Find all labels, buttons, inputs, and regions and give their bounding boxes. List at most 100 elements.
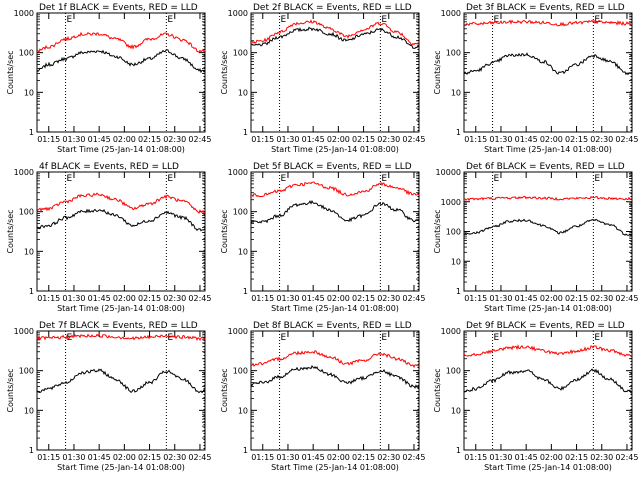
x-tick-label: 02:00 <box>113 135 136 144</box>
y-tick-label: 1000 <box>228 168 248 177</box>
marker-label: E <box>494 15 500 25</box>
marker-label: E <box>381 174 387 184</box>
y-tick-label: 100 <box>233 208 248 217</box>
y-tick-label: 1 <box>243 287 248 296</box>
y-tick-label: 10 <box>24 406 34 415</box>
x-tick-label: 01:45 <box>515 135 538 144</box>
marker-label: E <box>594 174 600 184</box>
y-tick-label: 1000 <box>14 327 34 336</box>
x-tick-label: 02:30 <box>590 135 613 144</box>
series-line-events <box>463 218 633 237</box>
panel-5: Det 5f BLACK = Events, RED = LLD 1 10 100 10… <box>220 162 425 313</box>
x-tick-label: 01:15 <box>464 294 487 303</box>
y-tick-label: 100 <box>446 367 461 376</box>
panel-title: 4f BLACK = Events, RED = LLD <box>39 162 179 172</box>
x-tick-label: 01:15 <box>37 135 60 144</box>
x-tick-label: 01:30 <box>489 453 512 462</box>
y-tick-label: 1 <box>456 446 461 455</box>
x-tick-label: 02:30 <box>377 294 400 303</box>
x-tick-label: 02:45 <box>615 294 638 303</box>
x-tick-label: 01:30 <box>276 294 299 303</box>
x-axis-label: Start Time (25-Jan-14 01:08:00) <box>57 463 185 472</box>
x-tick-label: 02:45 <box>402 135 425 144</box>
x-axis-label: Start Time (25-Jan-14 01:08:00) <box>271 145 399 154</box>
x-tick-label: 02:15 <box>138 453 161 462</box>
marker-label: E <box>281 15 287 25</box>
y-tick-label: 100 <box>233 367 248 376</box>
x-tick-label: 02:15 <box>352 453 375 462</box>
marker-label: E <box>281 333 287 343</box>
plot-frame <box>463 12 633 133</box>
y-tick-label: 10 <box>451 257 461 266</box>
x-tick-label: 02:45 <box>615 453 638 462</box>
series-line-lld <box>36 333 206 342</box>
series-line-events <box>250 199 420 224</box>
x-tick-label: 02:30 <box>377 135 400 144</box>
panel-title: Det 9f BLACK = Events, RED = LLD <box>466 321 625 331</box>
panel-title: Det 8f BLACK = Events, RED = LLD <box>253 321 412 331</box>
marker-label: E <box>67 174 73 184</box>
plot-frame <box>250 12 420 133</box>
y-tick-label: 1 <box>456 128 461 137</box>
series-line-events <box>250 26 420 49</box>
y-tick-label: 1 <box>29 128 34 137</box>
x-tick-label: 01:45 <box>515 453 538 462</box>
y-tick-label: 1000 <box>441 9 461 18</box>
x-tick-label: 02:00 <box>540 294 563 303</box>
marker-label: E <box>167 333 173 343</box>
y-axis-label: Counts/sec <box>6 209 15 253</box>
x-tick-label: 02:00 <box>540 135 563 144</box>
x-tick-label: 01:45 <box>302 294 325 303</box>
y-tick-label: 100 <box>19 208 34 217</box>
x-tick-label: 01:30 <box>62 294 85 303</box>
x-tick-label: 01:30 <box>62 453 85 462</box>
y-tick-label: 10 <box>451 406 461 415</box>
y-tick-label: 100 <box>19 367 34 376</box>
x-tick-label: 02:45 <box>188 135 211 144</box>
plot-frame <box>36 12 206 133</box>
panel-title: Det 1f BLACK = Events, RED = LLD <box>39 3 198 13</box>
y-tick-label: 10 <box>238 88 248 97</box>
y-axis-label: Counts/sec <box>433 50 442 94</box>
series-line-events <box>36 208 206 232</box>
series-line-events <box>464 368 633 394</box>
x-tick-label: 01:15 <box>464 135 487 144</box>
plot-frame <box>463 171 633 292</box>
panel-title: Det 7f BLACK = Events, RED = LLD <box>39 321 198 331</box>
y-axis-label: Counts/sec <box>433 368 442 412</box>
y-tick-label: 10 <box>238 247 248 256</box>
y-axis-label: Counts/sec <box>6 368 15 412</box>
series-line-lld <box>250 19 420 46</box>
panel-title: Det 3f BLACK = Events, RED = LLD <box>466 3 625 13</box>
plot-frame <box>36 171 206 292</box>
series-line-events <box>36 368 206 394</box>
x-tick-label: 02:30 <box>163 294 186 303</box>
series-line-events <box>463 52 633 76</box>
y-tick-label: 10 <box>238 406 248 415</box>
series-line-lld <box>36 31 206 54</box>
x-tick-label: 02:45 <box>188 453 211 462</box>
x-tick-label: 02:15 <box>565 453 588 462</box>
panel-1: Det 1f BLACK = Events, RED = LLD 1 10 100 10… <box>6 3 211 154</box>
y-axis-label: Counts/sec <box>220 209 229 253</box>
x-tick-label: 01:30 <box>276 135 299 144</box>
x-tick-label: 02:00 <box>327 135 350 144</box>
plot-frame <box>250 171 420 292</box>
series-line-lld <box>463 195 633 202</box>
x-axis-label: Start Time (25-Jan-14 01:08:00) <box>271 463 399 472</box>
y-axis-label: Counts/sec <box>220 50 229 94</box>
x-tick-label: 02:30 <box>163 135 186 144</box>
x-tick-label: 02:30 <box>590 294 613 303</box>
series-line-events <box>36 49 206 74</box>
marker-label: E <box>167 174 173 184</box>
x-tick-label: 01:45 <box>88 294 111 303</box>
x-tick-label: 01:30 <box>276 453 299 462</box>
x-axis-label: Start Time (25-Jan-14 01:08:00) <box>484 145 612 154</box>
x-tick-label: 02:00 <box>113 453 136 462</box>
x-tick-label: 02:00 <box>327 294 350 303</box>
x-axis-label: Start Time (25-Jan-14 01:08:00) <box>271 304 399 313</box>
y-tick-label: 100 <box>233 49 248 58</box>
x-tick-label: 01:15 <box>464 453 487 462</box>
x-tick-label: 01:45 <box>302 453 325 462</box>
marker-label: E <box>167 15 173 25</box>
